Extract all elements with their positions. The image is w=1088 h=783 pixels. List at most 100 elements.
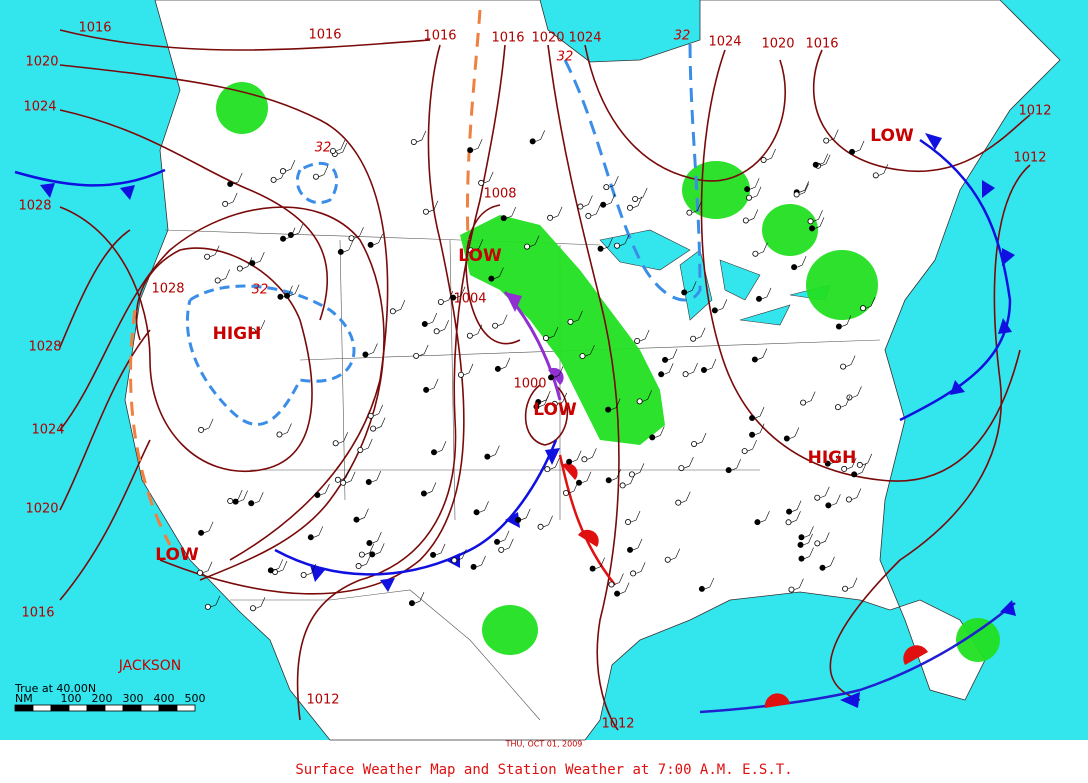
station bbox=[690, 335, 697, 342]
station-wind bbox=[614, 573, 624, 585]
station-wind bbox=[363, 438, 373, 451]
station bbox=[562, 490, 569, 497]
station-wind bbox=[283, 285, 293, 298]
station bbox=[691, 440, 698, 447]
station bbox=[515, 516, 522, 523]
station bbox=[267, 567, 274, 574]
station bbox=[227, 498, 234, 505]
station-wind bbox=[343, 240, 354, 253]
station bbox=[478, 179, 485, 186]
station-wind bbox=[320, 483, 330, 496]
station-wind bbox=[426, 482, 437, 494]
station-wind bbox=[233, 489, 243, 502]
station bbox=[785, 519, 792, 526]
station bbox=[370, 425, 377, 432]
station-wind bbox=[851, 488, 862, 500]
station-wind bbox=[840, 396, 851, 408]
station bbox=[431, 449, 438, 456]
station bbox=[198, 529, 205, 536]
isobar-label: 1020 bbox=[25, 502, 58, 517]
station-wind bbox=[820, 486, 830, 499]
station bbox=[605, 406, 612, 413]
station-wind bbox=[750, 178, 760, 190]
map-labels: 1016 1016 1016 1016 1020 1024 1024 1020 1016 1012… bbox=[18, 21, 1051, 732]
station-wind bbox=[632, 196, 643, 209]
station-wind bbox=[313, 526, 324, 538]
station bbox=[494, 365, 501, 372]
station bbox=[812, 161, 819, 168]
station-wind bbox=[696, 327, 706, 339]
station-wind bbox=[368, 343, 378, 355]
station bbox=[809, 225, 816, 232]
station-wind bbox=[494, 267, 504, 279]
isobar-label: 1012 bbox=[601, 717, 634, 732]
station bbox=[280, 235, 287, 242]
front-symbol bbox=[40, 183, 55, 198]
precipitation bbox=[216, 82, 1000, 662]
precip-area bbox=[806, 250, 878, 320]
station bbox=[636, 398, 643, 405]
station bbox=[589, 565, 596, 572]
station-wind bbox=[632, 538, 643, 551]
station bbox=[851, 471, 858, 478]
station-wind bbox=[581, 471, 592, 484]
station-wind bbox=[568, 481, 579, 494]
station bbox=[249, 260, 256, 267]
station-wind bbox=[878, 164, 889, 176]
station-wind bbox=[758, 242, 768, 255]
precip-area bbox=[482, 605, 538, 655]
station-wind bbox=[692, 201, 702, 213]
isobar bbox=[59, 44, 465, 601]
station bbox=[579, 353, 586, 360]
station bbox=[678, 465, 685, 472]
isobar-label: 1016 bbox=[308, 28, 341, 43]
isobar-label: 1016 bbox=[805, 37, 838, 52]
station bbox=[197, 569, 204, 576]
isobar bbox=[812, 49, 1031, 173]
trough bbox=[465, 9, 482, 241]
front-symbol bbox=[998, 318, 1012, 334]
station bbox=[270, 176, 277, 183]
station-wind bbox=[429, 378, 439, 391]
station-wind bbox=[799, 181, 810, 193]
station-wind bbox=[557, 392, 568, 405]
isobar-label: 1020 bbox=[25, 55, 58, 70]
station bbox=[840, 363, 847, 370]
isobar-label: 1020 bbox=[531, 31, 564, 46]
station bbox=[860, 305, 867, 312]
station-wind bbox=[539, 395, 549, 407]
station bbox=[632, 195, 639, 202]
station-wind bbox=[337, 142, 348, 155]
station bbox=[614, 590, 621, 597]
station bbox=[788, 586, 795, 593]
station bbox=[577, 203, 584, 210]
station bbox=[754, 519, 761, 526]
station-wind bbox=[804, 547, 814, 559]
station bbox=[603, 184, 610, 191]
station-wind bbox=[704, 577, 715, 590]
scale-segment bbox=[140, 704, 160, 712]
station bbox=[470, 563, 477, 570]
station-wind bbox=[484, 171, 494, 184]
station-wind bbox=[285, 227, 296, 240]
station bbox=[825, 502, 832, 509]
front-symbol bbox=[380, 578, 395, 592]
station bbox=[500, 215, 507, 222]
isobar-label: 1016 bbox=[423, 29, 456, 44]
station bbox=[450, 294, 457, 301]
station bbox=[681, 289, 688, 296]
station-wind bbox=[583, 195, 593, 207]
station bbox=[605, 477, 612, 484]
station bbox=[249, 605, 256, 612]
scale-tick: 100 bbox=[61, 692, 82, 705]
station bbox=[814, 494, 821, 501]
station bbox=[814, 540, 821, 547]
isobar bbox=[59, 109, 329, 321]
station-wind bbox=[818, 153, 829, 166]
station bbox=[835, 323, 842, 330]
isobars bbox=[59, 29, 1031, 731]
station-plots bbox=[197, 129, 889, 612]
front-symbol bbox=[310, 565, 325, 582]
station bbox=[823, 137, 830, 144]
station bbox=[312, 173, 319, 180]
